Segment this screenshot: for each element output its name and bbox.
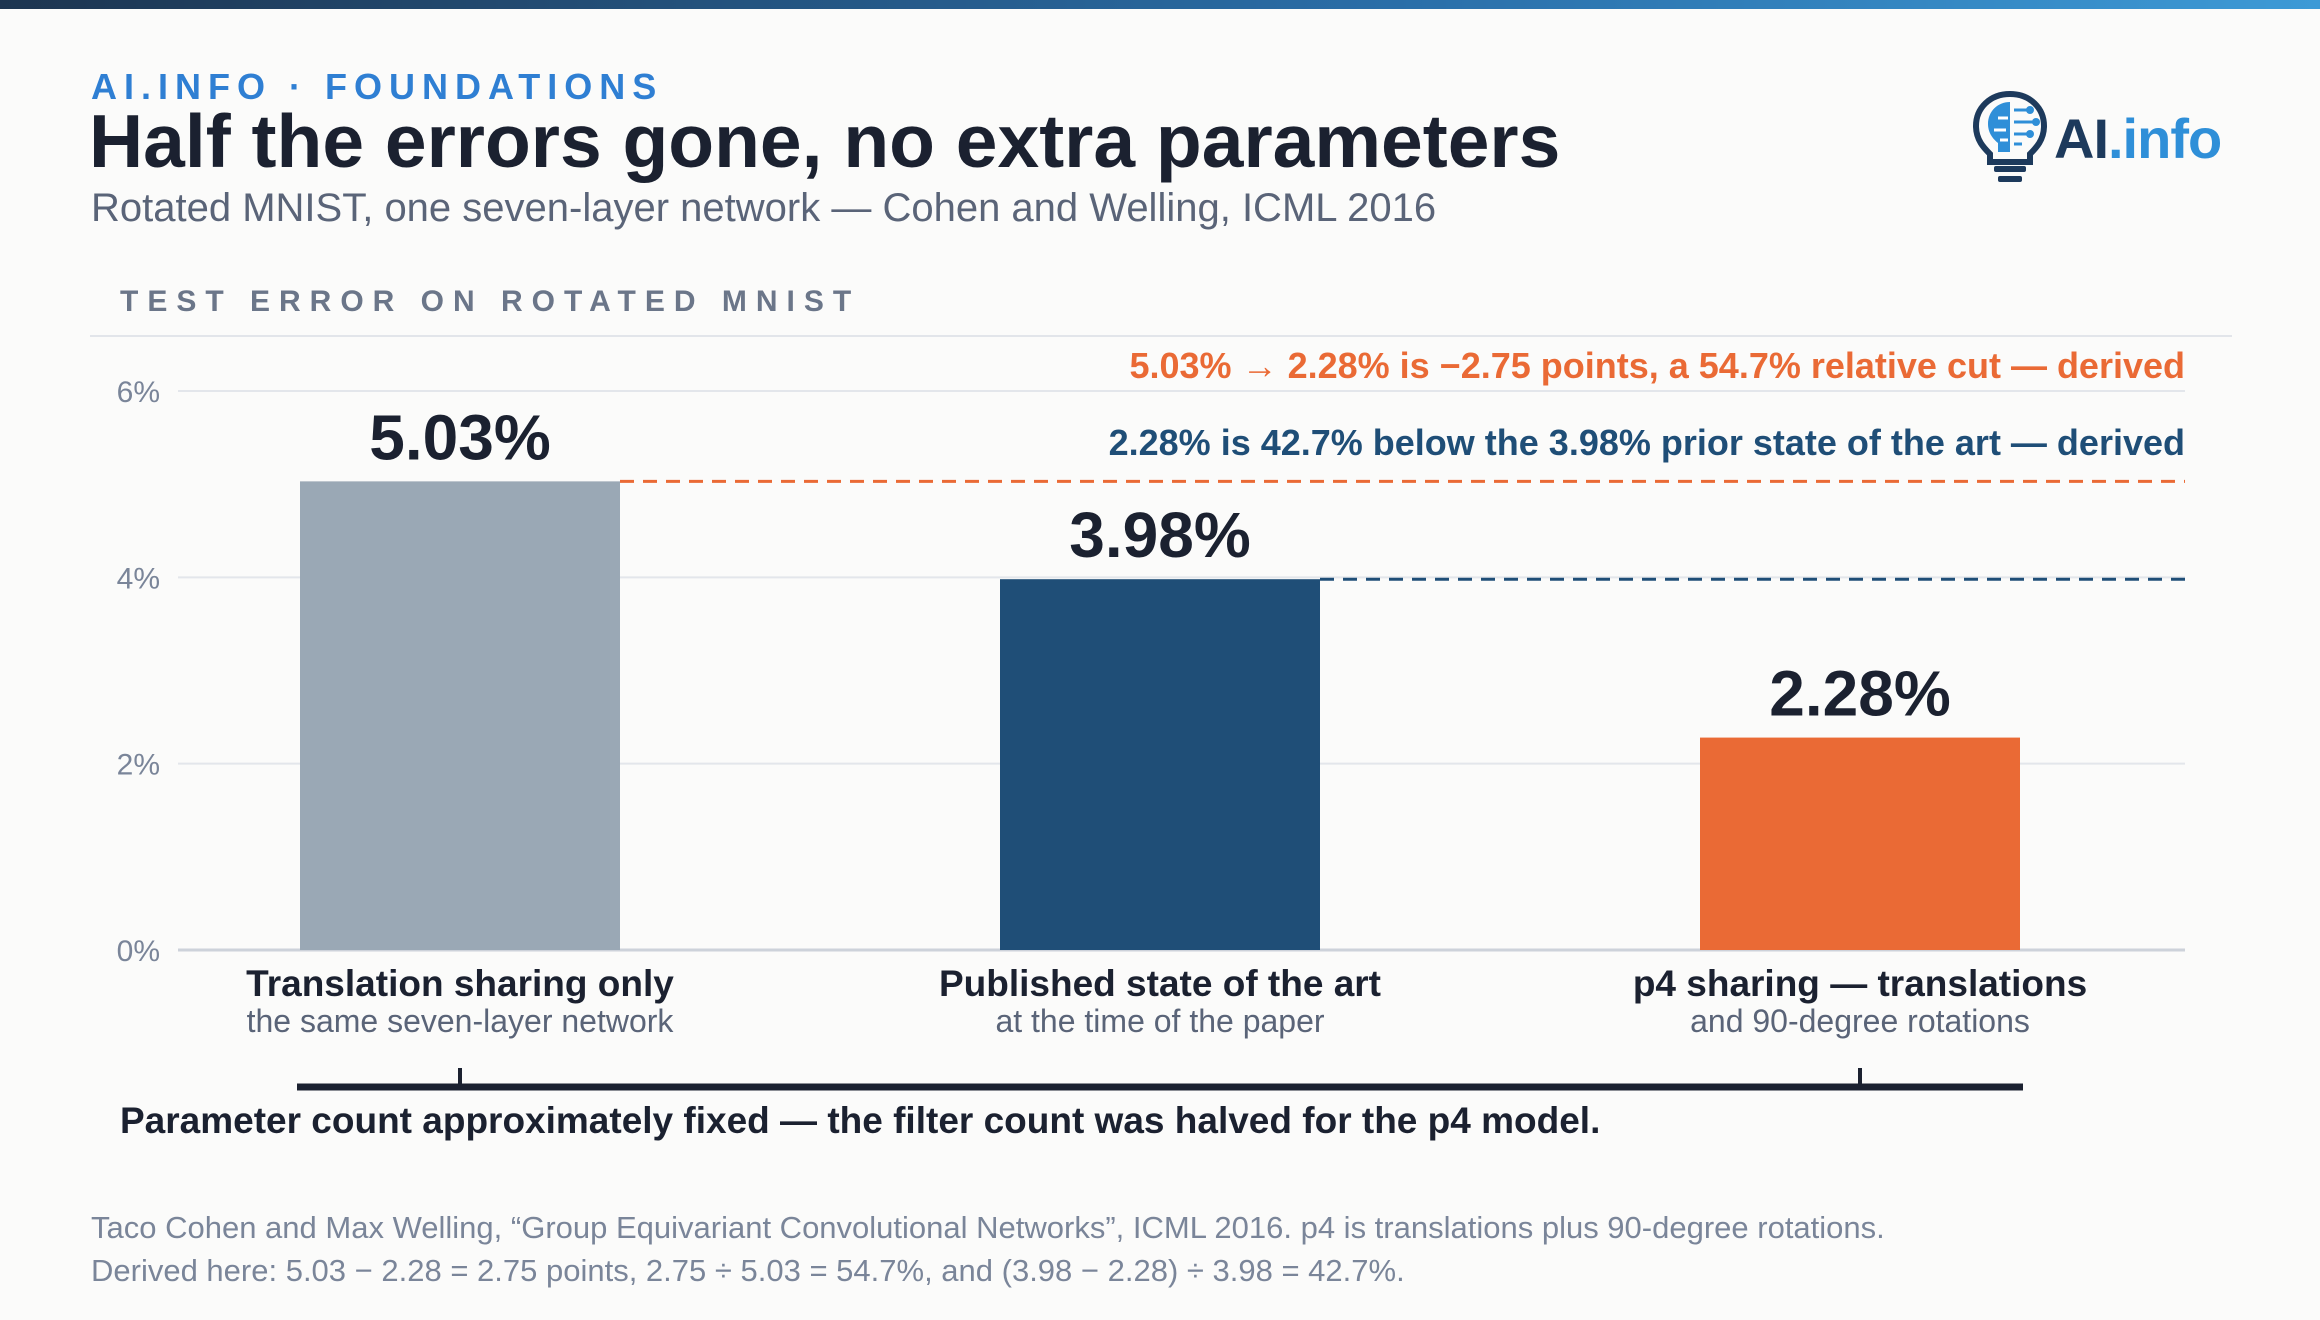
data-label: 5.03% <box>369 401 550 473</box>
y-tick-label: 0% <box>117 935 160 968</box>
y-tick-label: 2% <box>117 749 160 782</box>
annotation: 5.03% → 2.28% is −2.75 points, a 54.7% r… <box>1129 345 2185 386</box>
y-tick-label: 4% <box>117 562 160 595</box>
brain-bulb-icon <box>1972 90 2048 182</box>
footnote: Taco Cohen and Max Welling, “Group Equiv… <box>91 1206 1885 1292</box>
page-subtitle: Rotated MNIST, one seven-layer network —… <box>91 186 1437 230</box>
annotation: 2.28% is 42.7% below the 3.98% prior sta… <box>1109 422 2185 463</box>
x-tick-sublabel: and 90-degree rotations <box>1690 1003 2030 1039</box>
chart-section-label: TEST ERROR ON ROTATED MNIST <box>120 285 861 318</box>
logo: AI.info <box>1970 88 2240 186</box>
x-tick-sublabel: the same seven-layer network <box>247 1003 675 1039</box>
bar <box>300 481 620 950</box>
x-tick-label: Translation sharing only <box>246 963 674 1004</box>
logo-name-info: .info <box>2108 107 2222 170</box>
y-tick-label: 6% <box>117 376 160 409</box>
bar <box>1700 737 2020 950</box>
footnote-line-1: Taco Cohen and Max Welling, “Group Equiv… <box>91 1210 1885 1245</box>
x-tick-sublabel: at the time of the paper <box>995 1003 1324 1039</box>
section-divider <box>90 335 2232 337</box>
footnote-line-2: Derived here: 5.03 − 2.28 = 2.75 points,… <box>91 1253 1405 1288</box>
logo-name-ai: AI <box>2054 107 2109 170</box>
eyebrow: AI.INFO · FOUNDATIONS <box>91 66 664 107</box>
logo-wordmark: AI.info <box>2054 106 2222 171</box>
page-title: Half the errors gone, no extra parameter… <box>89 99 1561 183</box>
data-label: 3.98% <box>1069 499 1250 571</box>
bracket-note: Parameter count approximately fixed — th… <box>120 1100 1600 1141</box>
data-label: 2.28% <box>1769 658 1950 730</box>
bar <box>1000 579 1320 950</box>
x-tick-label: Published state of the art <box>939 963 1381 1004</box>
top-accent-bar <box>0 0 2320 9</box>
x-tick-label: p4 sharing — translations <box>1633 963 2087 1004</box>
